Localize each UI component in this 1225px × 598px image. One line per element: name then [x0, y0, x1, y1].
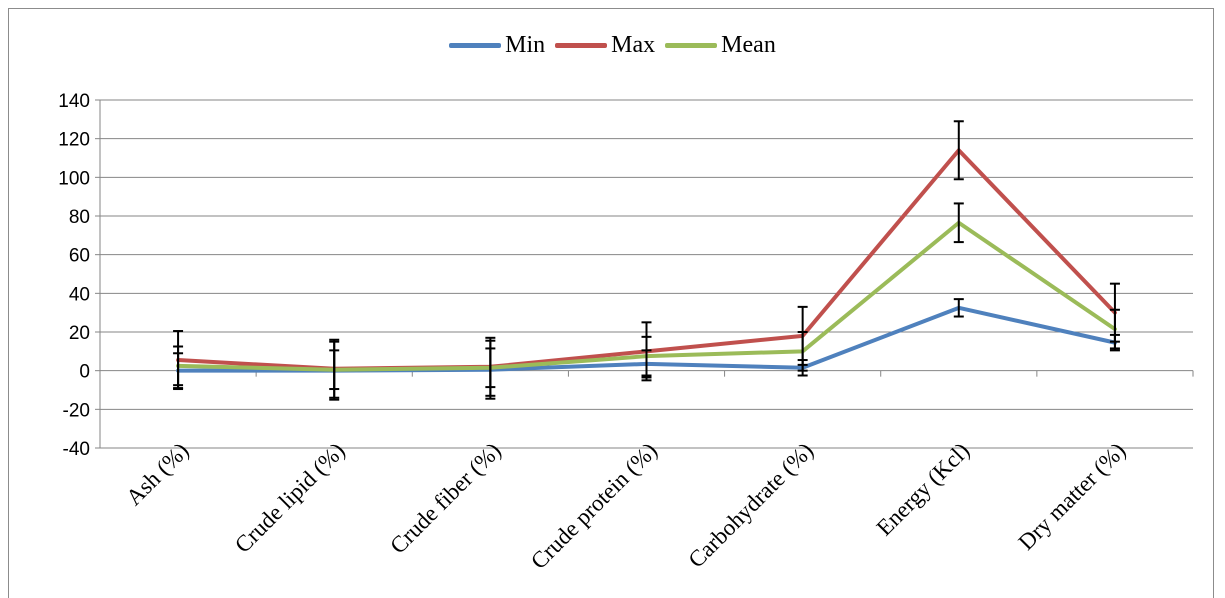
legend-item-min: Min — [449, 32, 545, 59]
y-tick-label: -40 — [63, 439, 90, 460]
y-tick-label: 140 — [58, 91, 90, 112]
y-tick-label: 120 — [58, 130, 90, 151]
x-tick-label: Energy (Kcl) — [872, 438, 975, 541]
y-tick-label: -20 — [63, 400, 90, 421]
legend-swatch-mean — [665, 43, 718, 48]
y-tick-label: 20 — [69, 323, 90, 344]
legend-item-max: Max — [555, 32, 655, 59]
y-tick-label: 40 — [69, 284, 90, 305]
legend-swatch-min — [449, 43, 502, 48]
legend-label-max: Max — [611, 32, 656, 58]
x-tick-label: Ash (%) — [121, 438, 193, 510]
x-tick-label: Dry matter (%) — [1013, 438, 1130, 555]
x-tick-label: Crude lipid (%) — [230, 438, 350, 558]
legend: Min Max Mean — [0, 32, 1225, 59]
x-tick-label: Carbohydrate (%) — [684, 438, 819, 573]
y-tick-label: 80 — [69, 207, 90, 228]
x-tick-label: Crude fiber (%) — [385, 438, 506, 559]
legend-swatch-max — [555, 43, 608, 48]
y-tick-label: 60 — [69, 246, 90, 267]
legend-label-min: Min — [505, 32, 546, 58]
legend-label-mean: Mean — [721, 32, 776, 58]
legend-item-mean: Mean — [665, 32, 776, 59]
chart-frame — [8, 8, 1214, 598]
y-tick-label: 100 — [58, 168, 90, 189]
y-tick-label: 0 — [79, 362, 90, 383]
x-tick-label: Crude protein (%) — [526, 438, 662, 574]
